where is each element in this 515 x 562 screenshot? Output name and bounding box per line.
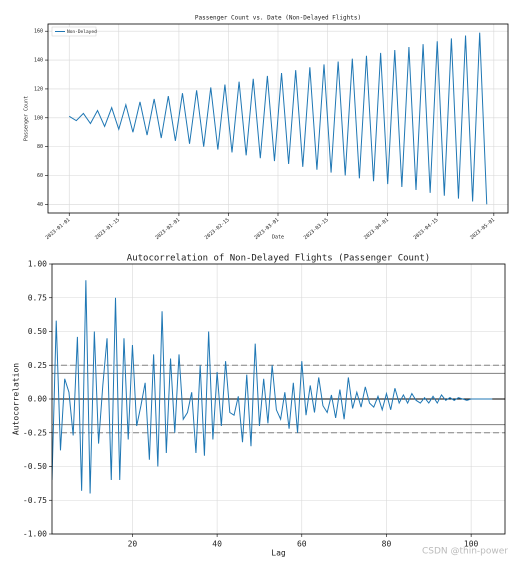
plot-frame (47, 23, 509, 214)
x-tick-label: 2023-01-15 (94, 217, 121, 241)
y-tick-label: 0.25 (28, 361, 47, 370)
y-tick-label: 140 (34, 58, 43, 64)
y-tick-label: -0.25 (23, 428, 47, 437)
x-tick-label: 80 (382, 540, 392, 549)
x-tick-label: 2023-03-15 (303, 217, 330, 241)
y-tick-label: 80 (37, 144, 43, 150)
x-tick-label: 2023-04-15 (413, 217, 440, 241)
y-tick-label: 1.00 (28, 260, 47, 269)
y-tick-label: 60 (37, 173, 43, 179)
chart-title: Autocorrelation of Non-Delayed Flights (… (127, 254, 430, 264)
x-tick-label: 2023-01-01 (45, 217, 72, 241)
legend-box (51, 26, 97, 37)
watermark: CSDN @thin-power (422, 547, 508, 557)
y-tick-label: -0.75 (23, 496, 47, 505)
x-axis-label: Date (272, 235, 284, 241)
x-tick-label: 100 (464, 540, 479, 549)
y-tick-label: 100 (34, 115, 43, 121)
x-tick-label: 2023-02-01 (154, 217, 181, 241)
chart-title: Passenger Count vs. Date (Non-Delayed Fl… (195, 15, 361, 22)
y-tick-label: 120 (34, 86, 43, 92)
x-tick-label: 2023-04-01 (363, 217, 390, 241)
y-tick-label: 0.50 (28, 327, 47, 336)
plot-frame (51, 263, 506, 535)
series-line (52, 280, 493, 494)
x-tick-label: 2023-05-01 (469, 217, 496, 241)
y-axis-label: Autocorrelation (12, 363, 21, 435)
x-tick-label: 40 (212, 540, 222, 549)
x-tick-label: 20 (128, 540, 138, 549)
x-tick-label: 2023-02-15 (204, 217, 231, 241)
x-tick-label: 60 (297, 540, 307, 549)
series-line (68, 32, 488, 205)
y-tick-label: 0.75 (28, 293, 47, 302)
y-axis-label: Passenger Count (24, 96, 30, 141)
legend-label: Non-Delayed (67, 29, 97, 35)
y-tick-label: -1.00 (23, 530, 47, 539)
y-tick-label: 40 (37, 202, 43, 208)
x-axis-label: Lag (271, 549, 286, 558)
y-tick-label: 0.00 (28, 395, 47, 404)
y-tick-label: -0.50 (23, 462, 47, 471)
y-tick-label: 160 (34, 29, 43, 35)
